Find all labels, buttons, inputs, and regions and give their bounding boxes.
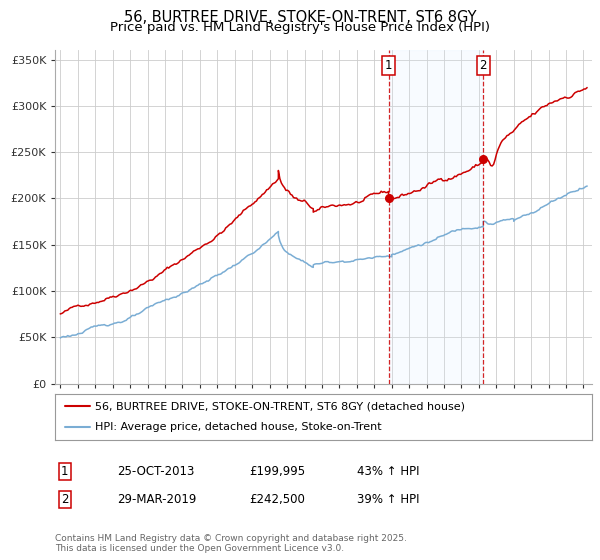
- Text: 2: 2: [61, 493, 68, 506]
- Text: 56, BURTREE DRIVE, STOKE-ON-TRENT, ST6 8GY (detached house): 56, BURTREE DRIVE, STOKE-ON-TRENT, ST6 8…: [95, 401, 466, 411]
- Text: 56, BURTREE DRIVE, STOKE-ON-TRENT, ST6 8GY: 56, BURTREE DRIVE, STOKE-ON-TRENT, ST6 8…: [124, 10, 476, 25]
- Bar: [389, 50, 483, 384]
- Text: 39% ↑ HPI: 39% ↑ HPI: [357, 493, 419, 506]
- Text: Price paid vs. HM Land Registry's House Price Index (HPI): Price paid vs. HM Land Registry's House …: [110, 21, 490, 34]
- Text: Contains HM Land Registry data © Crown copyright and database right 2025.
This d: Contains HM Land Registry data © Crown c…: [55, 534, 407, 553]
- Text: 1: 1: [61, 465, 68, 478]
- Text: £242,500: £242,500: [249, 493, 305, 506]
- Text: 2: 2: [479, 59, 487, 72]
- Text: 43% ↑ HPI: 43% ↑ HPI: [357, 465, 419, 478]
- Text: 29-MAR-2019: 29-MAR-2019: [117, 493, 196, 506]
- Text: HPI: Average price, detached house, Stoke-on-Trent: HPI: Average price, detached house, Stok…: [95, 422, 382, 432]
- Text: £199,995: £199,995: [249, 465, 305, 478]
- Text: 1: 1: [385, 59, 392, 72]
- Text: 25-OCT-2013: 25-OCT-2013: [117, 465, 194, 478]
